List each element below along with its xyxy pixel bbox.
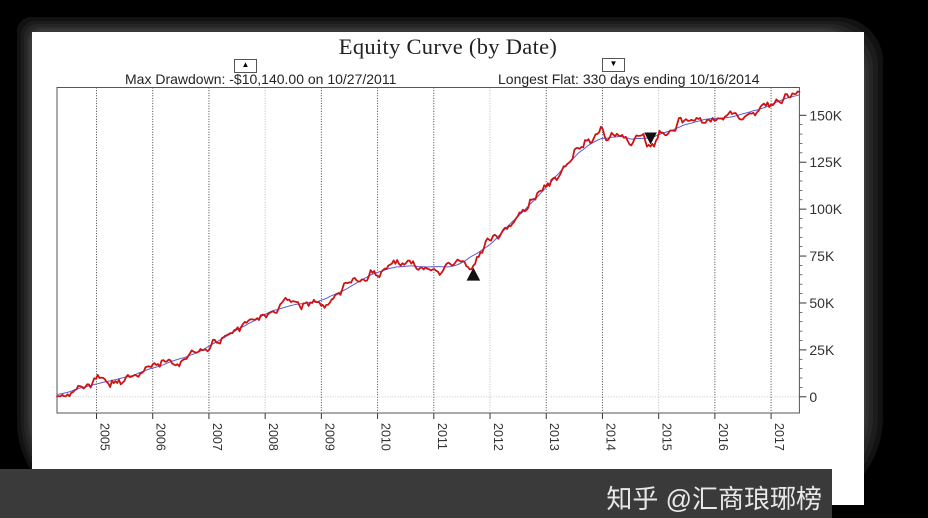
svg-text:2007: 2007 xyxy=(210,423,224,451)
svg-text:125K: 125K xyxy=(809,154,842,170)
svg-text:2006: 2006 xyxy=(154,423,168,451)
svg-text:2008: 2008 xyxy=(266,423,280,451)
svg-text:2012: 2012 xyxy=(491,423,505,451)
svg-text:100K: 100K xyxy=(809,201,842,217)
svg-text:2013: 2013 xyxy=(547,423,561,451)
svg-text:50K: 50K xyxy=(809,295,835,311)
svg-text:2014: 2014 xyxy=(603,423,617,451)
svg-text:2011: 2011 xyxy=(435,423,449,450)
svg-text:25K: 25K xyxy=(809,342,835,358)
svg-text:2017: 2017 xyxy=(772,423,786,451)
svg-text:2009: 2009 xyxy=(322,423,336,451)
svg-text:2010: 2010 xyxy=(379,423,393,451)
svg-text:2005: 2005 xyxy=(98,423,112,451)
svg-text:2015: 2015 xyxy=(660,423,674,451)
svg-text:150K: 150K xyxy=(809,107,842,123)
svg-text:2016: 2016 xyxy=(716,423,730,451)
svg-text:0: 0 xyxy=(809,389,817,405)
svg-text:75K: 75K xyxy=(809,248,835,264)
